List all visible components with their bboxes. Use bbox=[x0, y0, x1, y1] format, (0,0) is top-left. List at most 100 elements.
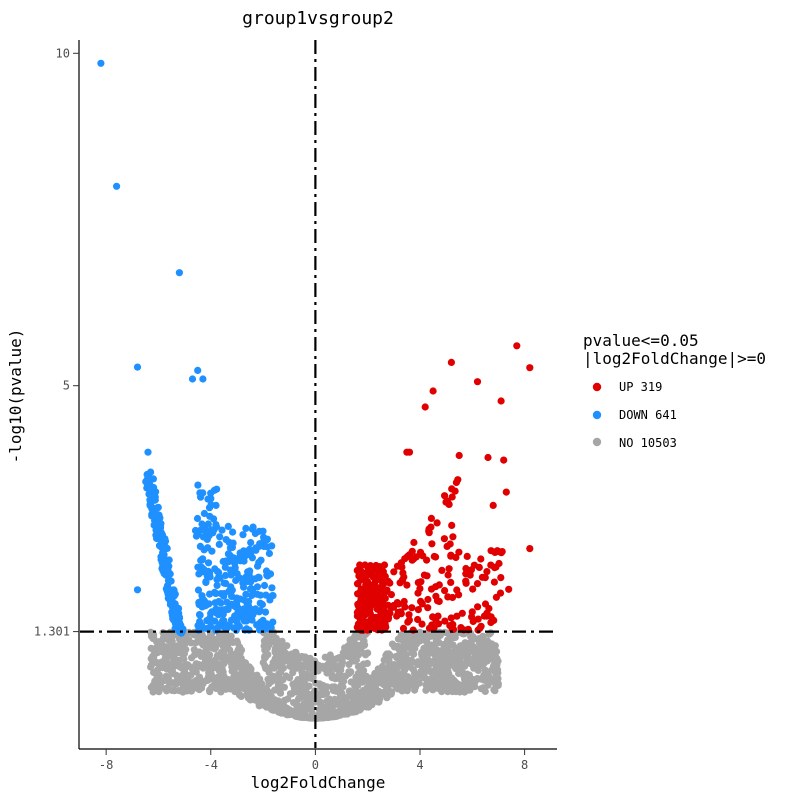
no-point bbox=[156, 681, 164, 689]
up-point bbox=[364, 594, 372, 602]
no-point bbox=[224, 637, 232, 645]
no-point bbox=[255, 702, 263, 710]
no-point bbox=[298, 652, 306, 661]
up-point bbox=[496, 589, 505, 597]
down-point bbox=[221, 563, 229, 571]
no-point bbox=[416, 631, 424, 639]
no-point bbox=[468, 683, 476, 691]
no-point bbox=[261, 652, 269, 661]
no-point bbox=[297, 680, 305, 688]
down-point bbox=[232, 576, 240, 585]
no-point bbox=[153, 666, 161, 674]
no-point bbox=[280, 705, 288, 713]
no-point bbox=[428, 669, 436, 677]
up-point bbox=[502, 488, 510, 496]
x-tick-label: -4 bbox=[204, 758, 218, 772]
no-point bbox=[422, 649, 430, 658]
no-point bbox=[307, 697, 315, 706]
no-point bbox=[476, 662, 484, 670]
down-point bbox=[194, 586, 203, 594]
no-point bbox=[189, 631, 198, 639]
no-point bbox=[190, 646, 198, 654]
no-point bbox=[361, 650, 369, 658]
down-point bbox=[145, 490, 153, 498]
down-point bbox=[156, 530, 164, 538]
down-point bbox=[206, 527, 214, 536]
down-point bbox=[147, 468, 155, 476]
up-point bbox=[371, 573, 379, 581]
no-point bbox=[168, 670, 177, 678]
up-point bbox=[526, 364, 534, 372]
no-point bbox=[193, 676, 201, 684]
x-tick-label: 0 bbox=[312, 758, 319, 772]
up-point bbox=[405, 611, 413, 619]
down-point bbox=[242, 550, 250, 559]
down-point bbox=[151, 494, 159, 502]
up-point bbox=[414, 606, 422, 614]
no-point bbox=[174, 677, 182, 685]
down-point bbox=[142, 478, 150, 486]
no-point bbox=[182, 645, 190, 654]
no-point bbox=[232, 663, 241, 672]
up-point bbox=[441, 617, 449, 625]
up-point bbox=[513, 342, 521, 350]
no-point bbox=[481, 673, 489, 681]
down-point bbox=[212, 501, 220, 509]
up-point bbox=[399, 569, 407, 577]
no-point bbox=[404, 673, 412, 682]
no-point bbox=[410, 650, 418, 658]
down-point bbox=[207, 609, 215, 618]
down-point bbox=[175, 269, 183, 277]
down-point bbox=[252, 544, 260, 552]
no-point bbox=[388, 671, 396, 679]
down-point bbox=[210, 486, 218, 494]
no-point bbox=[285, 710, 293, 718]
no-point bbox=[269, 658, 277, 667]
no-point bbox=[193, 684, 201, 692]
up-point bbox=[386, 579, 394, 587]
no-point bbox=[298, 710, 306, 718]
no-point bbox=[282, 672, 290, 680]
down-point bbox=[240, 605, 248, 613]
down-point bbox=[233, 596, 241, 604]
up-point bbox=[462, 564, 470, 573]
no-point bbox=[493, 675, 501, 683]
down-point bbox=[200, 509, 208, 518]
up-point bbox=[354, 590, 362, 598]
no-point bbox=[277, 652, 285, 661]
no-point bbox=[237, 692, 245, 701]
no-point bbox=[156, 645, 164, 653]
no-point bbox=[270, 664, 278, 672]
up-point bbox=[380, 561, 389, 569]
down-point bbox=[207, 495, 215, 503]
down-point bbox=[215, 540, 223, 549]
no-point bbox=[427, 675, 435, 684]
no-point bbox=[410, 675, 418, 684]
up-point bbox=[386, 609, 394, 617]
up-point bbox=[378, 594, 386, 602]
up-point bbox=[481, 600, 490, 608]
up-point bbox=[449, 533, 457, 541]
up-point bbox=[468, 608, 476, 616]
up-point bbox=[474, 603, 482, 611]
down-point bbox=[195, 611, 204, 619]
down-point bbox=[215, 597, 223, 606]
no-point bbox=[292, 648, 300, 657]
no-point bbox=[456, 657, 464, 665]
y-tick-label: 5 bbox=[63, 379, 70, 393]
no-point bbox=[290, 699, 298, 707]
no-point bbox=[179, 655, 187, 663]
no-point bbox=[336, 675, 344, 683]
no-point bbox=[209, 674, 217, 683]
up-point bbox=[425, 529, 433, 537]
down-point bbox=[242, 590, 250, 599]
up-point bbox=[487, 618, 495, 627]
down-point bbox=[211, 565, 219, 573]
up-point bbox=[353, 566, 361, 575]
down-point bbox=[265, 549, 273, 558]
up-point bbox=[363, 619, 372, 627]
y-tick-label: 1.301 bbox=[34, 625, 70, 639]
up-point bbox=[448, 493, 456, 501]
up-point bbox=[497, 397, 505, 405]
